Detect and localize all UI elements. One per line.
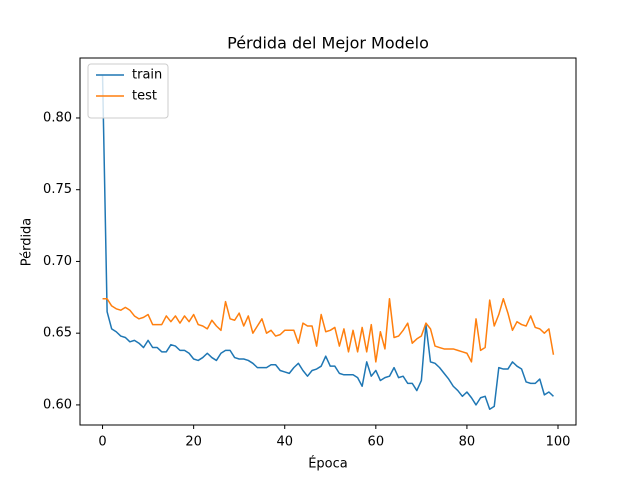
y-tick-label: 0.70: [43, 254, 72, 269]
x-tick-label: 0: [98, 435, 106, 450]
y-tick-label: 0.75: [43, 182, 72, 197]
x-tick-label: 20: [185, 435, 202, 450]
legend-box: [87, 63, 169, 119]
chart-title: Pérdida del Mejor Modelo: [227, 34, 429, 53]
legend-label: train: [132, 68, 162, 83]
line-series: [102, 298, 555, 363]
y-tick-label: 0.80: [43, 110, 72, 125]
line-series: [101, 74, 554, 410]
y-tick-label: 0.65: [43, 326, 72, 341]
x-tick-label: 60: [368, 435, 385, 450]
x-axis-label: Época: [308, 456, 348, 472]
axes-frame: [79, 57, 577, 426]
x-tick-label: 100: [546, 435, 571, 450]
legend-label: test: [132, 89, 157, 104]
x-tick-label: 40: [276, 435, 293, 450]
y-tick-label: 0.60: [43, 397, 72, 412]
y-axis-label: Pérdida: [20, 218, 35, 267]
x-tick-label: 80: [459, 435, 476, 450]
